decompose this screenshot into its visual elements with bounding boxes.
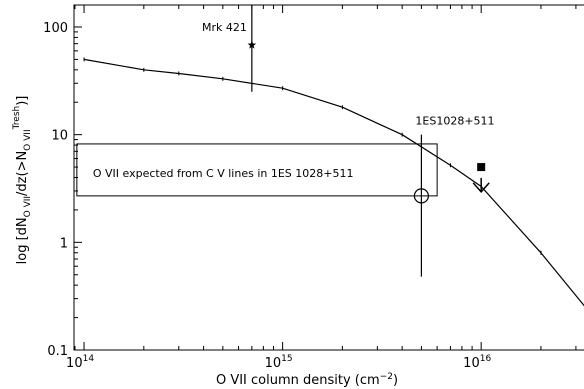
tick-labels: 1014 1015 1016 0.1 1 10 100 xyxy=(43,21,491,371)
model-curve xyxy=(83,57,584,307)
square-marker xyxy=(477,163,486,172)
upper-limit-arrow xyxy=(472,182,490,194)
x-tick-label: 1016 xyxy=(463,354,491,371)
box-label: O VII expected from C V lines in 1ES 102… xyxy=(93,167,354,180)
y-tick-label: 1 xyxy=(60,236,68,251)
open-circle-marker xyxy=(413,188,430,204)
series-line-0 xyxy=(83,58,584,307)
es1028-label: 1ES1028+511 xyxy=(415,115,494,128)
svg-text:log [dNO VII/dz(>NO VIITresh)]: log [dNO VII/dz(>NO VIITresh)] xyxy=(12,96,33,265)
y-tick-label: 10 xyxy=(51,129,68,144)
axis-ticks xyxy=(74,5,577,351)
annotations: Mrk 421 1ES1028+511 xyxy=(202,5,495,277)
y-axis-label: log [dNO VII/dz(>NO VIITresh)] xyxy=(12,96,33,265)
expected-range-box: O VII expected from C V lines in 1ES 102… xyxy=(76,143,438,197)
x-tick-label: 1015 xyxy=(265,354,293,371)
x-axis-label: O VII column density (cm−2) xyxy=(216,372,398,388)
box-rect xyxy=(76,143,438,197)
star-marker xyxy=(247,40,257,49)
x-tick-label: 1014 xyxy=(66,354,94,371)
mrk421-label: Mrk 421 xyxy=(202,21,247,34)
y-tick-label: 100 xyxy=(43,21,68,36)
y-tick-label: 0.1 xyxy=(47,344,68,359)
